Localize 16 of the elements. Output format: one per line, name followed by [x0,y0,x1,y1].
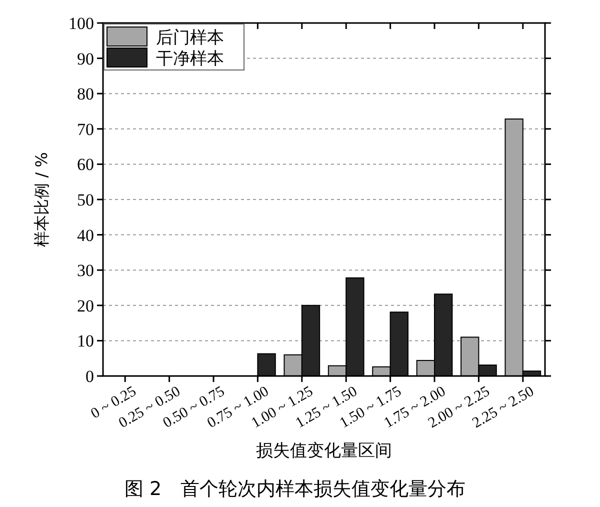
y-tick-label: 90 [77,49,94,68]
y-axis-title: 样本比例 / % [32,152,51,247]
y-tick-label: 20 [77,296,94,316]
legend-label: 干净样本 [156,49,224,69]
y-tick-label: 10 [77,332,94,351]
x-axis-title: 损失值变化量区间 [256,441,392,461]
y-tick-label: 0 [86,367,94,386]
y-tick-label: 40 [77,226,94,245]
text: 图 2 首个轮次内样本损失值变化量分布 [124,478,466,500]
legend-label: 后门样本 [156,28,224,48]
y-tick-label: 80 [77,84,94,104]
y-tick-label: 50 [77,190,94,210]
y-tick-label: 30 [77,261,94,280]
y-tick-label: 60 [77,155,94,174]
y-tick-label: 100 [68,14,94,33]
y-tick-label: 70 [77,120,94,139]
